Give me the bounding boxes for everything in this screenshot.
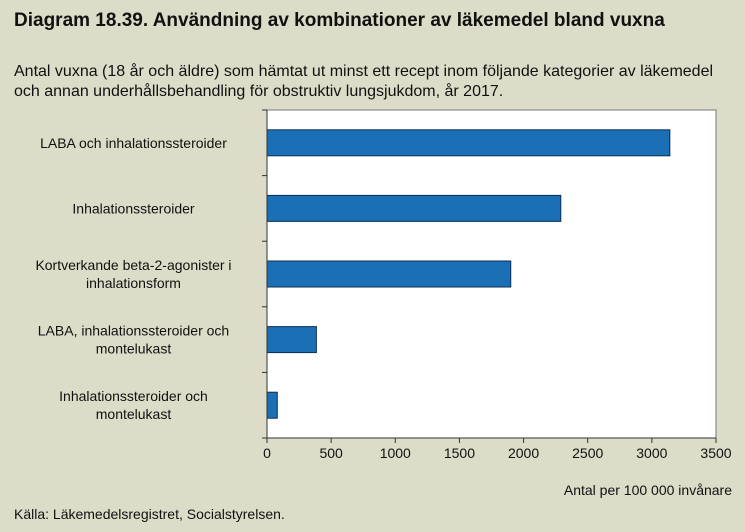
chart-subtitle: Antal vuxna (18 år och äldre) som hämtat… <box>14 63 714 100</box>
x-tick-label: 2000 <box>508 445 539 461</box>
x-tick-label: 0 <box>263 445 271 461</box>
bar <box>266 326 317 354</box>
category-label: montelukast <box>96 406 172 422</box>
x-axis-label: Antal per 100 000 invånare <box>564 482 732 498</box>
category-label: LABA, inhalationssteroider och <box>38 323 229 339</box>
category-label: inhalationsform <box>86 275 181 291</box>
x-tick-label: 3000 <box>636 445 667 461</box>
x-tick-label: 1000 <box>380 445 411 461</box>
source-note: Källa: Läkemedelsregistret, Socialstyrel… <box>14 506 285 522</box>
category-label: Inhalationssteroider och <box>59 388 208 404</box>
category-label: Kortverkande beta-2-agonister i <box>35 257 231 273</box>
x-tick-label: 500 <box>319 445 343 461</box>
category-label: Inhalationssteroider <box>72 200 195 216</box>
x-tick-label: 2500 <box>572 445 603 461</box>
chart-title: Diagram 18.39. Användning av kombination… <box>14 10 665 31</box>
category-label: montelukast <box>96 341 172 357</box>
category-label: LABA och inhalationssteroider <box>40 135 227 151</box>
x-tick-label: 3500 <box>700 445 731 461</box>
bar <box>266 260 512 288</box>
x-tick-label: 1500 <box>444 445 475 461</box>
bar <box>266 391 278 419</box>
bar <box>266 129 671 157</box>
bar <box>266 194 562 222</box>
